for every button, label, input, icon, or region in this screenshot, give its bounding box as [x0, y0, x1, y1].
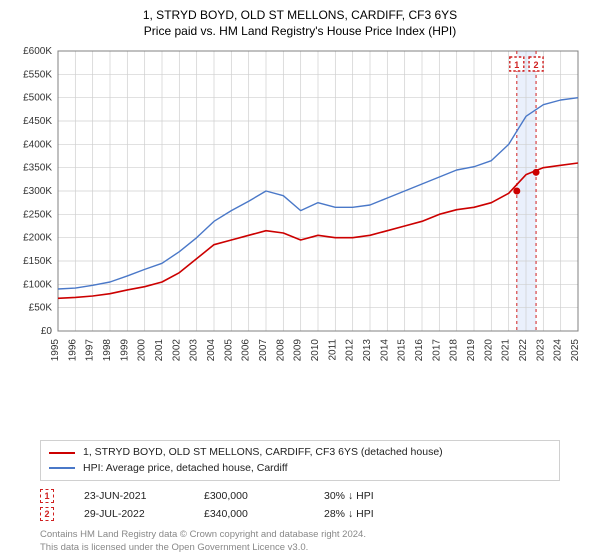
svg-text:£450K: £450K — [23, 116, 52, 127]
sale-marker-icon: 2 — [40, 507, 54, 521]
svg-text:2018: 2018 — [449, 339, 460, 362]
svg-text:£200K: £200K — [23, 233, 52, 244]
svg-text:2019: 2019 — [466, 339, 477, 362]
svg-text:2001: 2001 — [154, 339, 165, 362]
chart-container: 1, STRYD BOYD, OLD ST MELLONS, CARDIFF, … — [0, 0, 600, 560]
legend-label: HPI: Average price, detached house, Card… — [83, 461, 288, 477]
chart-area: £0 £50K £100K £150K £200K £250K £300K £350K £400… — [10, 45, 590, 434]
legend-label: 1, STRYD BOYD, OLD ST MELLONS, CARDIFF, … — [83, 445, 443, 461]
svg-text:2020: 2020 — [483, 339, 494, 362]
svg-text:£400K: £400K — [23, 140, 52, 151]
svg-text:2016: 2016 — [414, 339, 425, 362]
svg-text:£300K: £300K — [23, 186, 52, 197]
title-block: 1, STRYD BOYD, OLD ST MELLONS, CARDIFF, … — [10, 8, 590, 39]
down-arrow-icon: ↓ — [348, 508, 353, 520]
svg-text:2008: 2008 — [275, 339, 286, 362]
svg-text:£350K: £350K — [23, 163, 52, 174]
line-chart-svg: £0 £50K £100K £150K £200K £250K £300K £350K £400… — [10, 45, 590, 375]
sale-price: £340,000 — [204, 508, 294, 520]
legend-swatch — [49, 452, 75, 454]
sale-pct: 30% ↓ HPI — [324, 490, 414, 502]
footer-line: This data is licensed under the Open Gov… — [40, 542, 560, 554]
svg-text:£50K: £50K — [29, 303, 53, 314]
sales-table: 1 23-JUN-2021 £300,000 30% ↓ HPI 2 29-JU… — [40, 487, 560, 523]
sale-date: 29-JUL-2022 — [84, 508, 174, 520]
svg-text:£600K: £600K — [23, 46, 52, 57]
svg-text:2021: 2021 — [501, 339, 512, 362]
svg-text:2012: 2012 — [345, 339, 356, 362]
footer-line: Contains HM Land Registry data © Crown c… — [40, 529, 560, 541]
svg-text:2024: 2024 — [553, 339, 564, 362]
svg-text:1996: 1996 — [67, 339, 78, 362]
chart-title: 1, STRYD BOYD, OLD ST MELLONS, CARDIFF, … — [10, 8, 590, 24]
svg-text:1995: 1995 — [50, 339, 61, 362]
svg-text:£100K: £100K — [23, 280, 52, 291]
legend-item-hpi: HPI: Average price, detached house, Card… — [49, 461, 551, 477]
legend-item-price-paid: 1, STRYD BOYD, OLD ST MELLONS, CARDIFF, … — [49, 445, 551, 461]
svg-text:1997: 1997 — [85, 339, 96, 362]
sale-marker-icon: 1 — [40, 489, 54, 503]
svg-text:2004: 2004 — [206, 339, 217, 362]
svg-text:2007: 2007 — [258, 339, 269, 362]
sale-pct: 28% ↓ HPI — [324, 508, 414, 520]
svg-text:2: 2 — [534, 60, 539, 70]
svg-text:2010: 2010 — [310, 339, 321, 362]
svg-text:1998: 1998 — [102, 339, 113, 362]
svg-text:2011: 2011 — [327, 339, 338, 361]
svg-text:£250K: £250K — [23, 210, 52, 221]
attribution-footer: Contains HM Land Registry data © Crown c… — [40, 529, 560, 554]
svg-text:2000: 2000 — [137, 339, 148, 362]
svg-text:2017: 2017 — [431, 339, 442, 362]
svg-text:£550K: £550K — [23, 70, 52, 81]
svg-text:2005: 2005 — [223, 339, 234, 362]
svg-text:2022: 2022 — [518, 339, 529, 362]
svg-text:2015: 2015 — [397, 339, 408, 362]
svg-text:1999: 1999 — [119, 339, 130, 362]
sale-row: 2 29-JUL-2022 £340,000 28% ↓ HPI — [40, 505, 560, 523]
sale-price: £300,000 — [204, 490, 294, 502]
svg-text:1: 1 — [514, 60, 519, 70]
svg-text:2006: 2006 — [241, 339, 252, 362]
legend: 1, STRYD BOYD, OLD ST MELLONS, CARDIFF, … — [40, 440, 560, 482]
svg-text:£500K: £500K — [23, 93, 52, 104]
svg-text:2014: 2014 — [379, 339, 390, 362]
svg-text:2009: 2009 — [293, 339, 304, 362]
svg-text:£150K: £150K — [23, 256, 52, 267]
down-arrow-icon: ↓ — [348, 490, 353, 502]
sale-row: 1 23-JUN-2021 £300,000 30% ↓ HPI — [40, 487, 560, 505]
svg-text:2002: 2002 — [171, 339, 182, 362]
legend-swatch — [49, 467, 75, 469]
svg-text:2023: 2023 — [535, 339, 546, 362]
svg-text:2013: 2013 — [362, 339, 373, 362]
sale-date: 23-JUN-2021 — [84, 490, 174, 502]
svg-text:2025: 2025 — [570, 339, 581, 362]
svg-text:2003: 2003 — [189, 339, 200, 362]
chart-subtitle: Price paid vs. HM Land Registry's House … — [10, 24, 590, 40]
svg-text:£0: £0 — [41, 326, 53, 337]
